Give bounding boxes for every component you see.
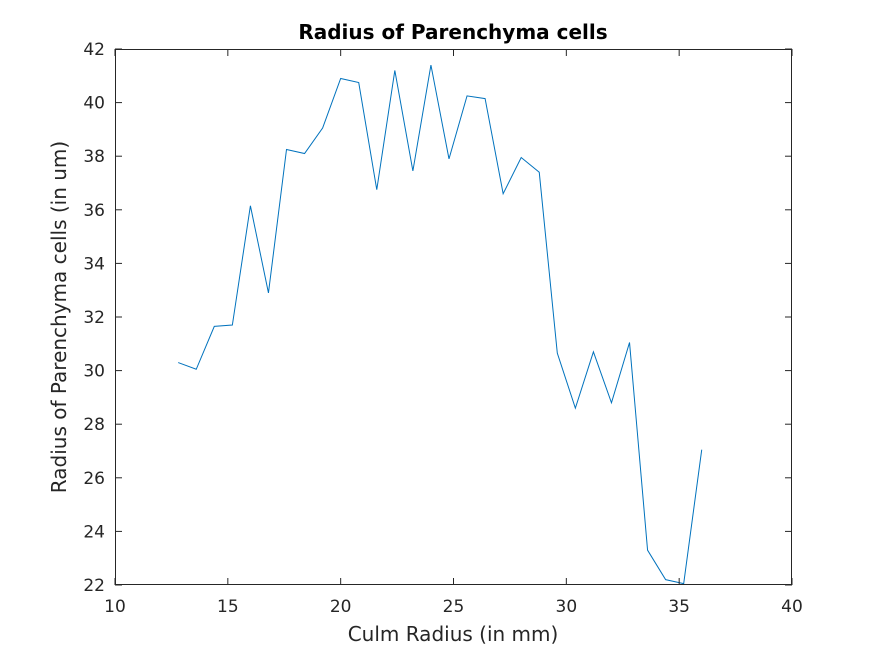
series-line-1: [178, 64, 703, 585]
y-tick-label: 34: [83, 254, 105, 274]
x-axis-label: Culm Radius (in mm): [348, 622, 559, 646]
series-lines: [178, 64, 703, 585]
y-tick-labels: 22 24 26 28 30 32 34 36 38 40 42: [83, 40, 105, 596]
x-tick-label: 30: [556, 597, 578, 617]
y-axis-label: Radius of Parenchyma cells (in um): [47, 141, 71, 493]
y-tick-label: 40: [83, 94, 105, 114]
x-tick-label: 35: [668, 597, 690, 617]
x-tick-labels: 10 15 20 25 30 35 40: [104, 597, 803, 617]
y-tick-label: 42: [83, 40, 105, 60]
x-tick-label: 20: [330, 597, 352, 617]
x-tick-label: 15: [217, 597, 239, 617]
x-tick-label: 40: [781, 597, 803, 617]
y-tick-label: 22: [83, 576, 105, 596]
tick-marks: [114, 48, 793, 586]
y-tick-label: 36: [83, 201, 105, 221]
y-tick-label: 32: [83, 308, 105, 328]
chart-title: Radius of Parenchyma cells: [298, 20, 607, 44]
y-tick-label: 28: [83, 415, 105, 435]
plot-area: [115, 49, 792, 585]
y-tick-label: 38: [83, 147, 105, 167]
x-tick-label: 25: [443, 597, 465, 617]
x-tick-label: 10: [104, 597, 126, 617]
y-tick-label: 30: [83, 362, 105, 382]
y-tick-label: 24: [83, 522, 105, 542]
y-tick-label: 26: [83, 469, 105, 489]
